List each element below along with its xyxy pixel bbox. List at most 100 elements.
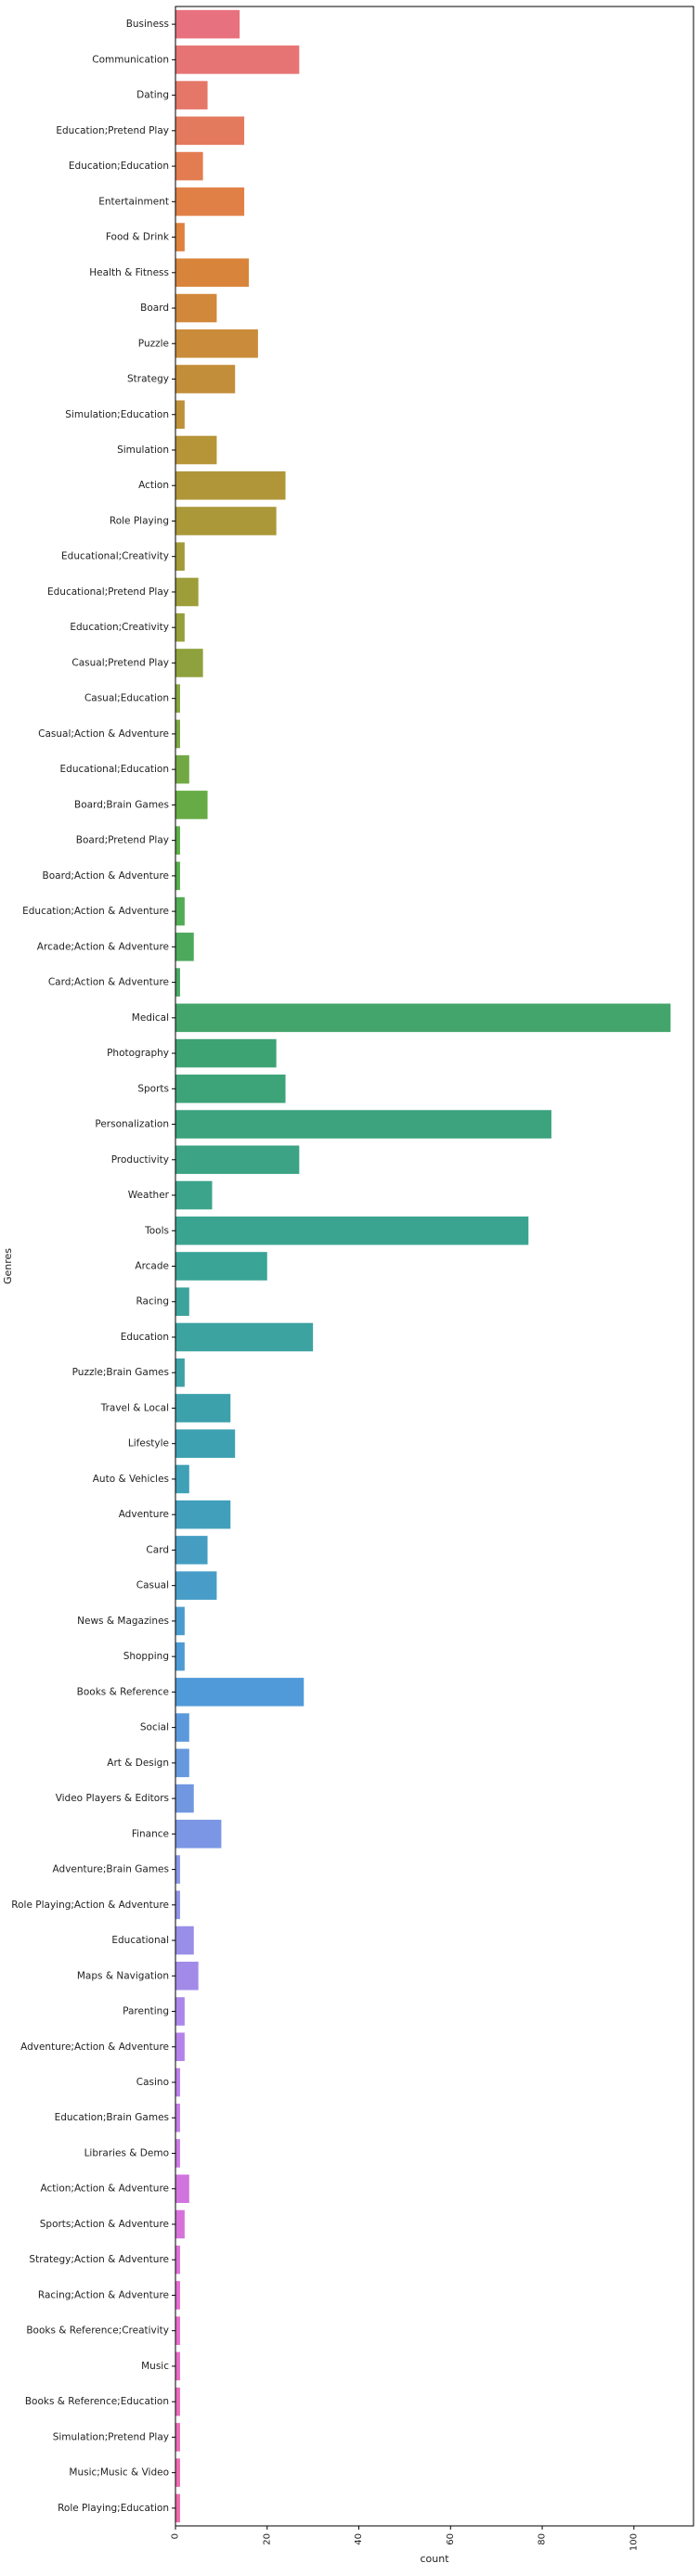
y-tick-label: Educational;Pretend Play bbox=[47, 586, 169, 598]
y-tick-label: Action;Action & Adventure bbox=[41, 2183, 169, 2195]
y-tick-label: Educational;Creativity bbox=[61, 551, 169, 562]
bar-books-reference bbox=[175, 1678, 305, 1707]
y-tick-label: Auto & Vehicles bbox=[93, 1474, 169, 1485]
bar-dating bbox=[175, 81, 208, 109]
y-tick-labels: Business Communication Dating Education;Pre… bbox=[11, 19, 175, 2514]
bar-business bbox=[175, 9, 240, 39]
y-tick-label: Board;Brain Games bbox=[74, 799, 169, 810]
y-tick-label: Board;Pretend Play bbox=[76, 835, 169, 846]
bar-adventure-brain-games bbox=[175, 1855, 180, 1884]
bar-parenting bbox=[175, 1997, 185, 2026]
y-tick-label: Adventure bbox=[119, 1509, 169, 1520]
y-tick-label: Educational bbox=[111, 1935, 169, 1946]
y-tick-label: Puzzle;Brain Games bbox=[72, 1367, 169, 1378]
bar-board-pretend-play bbox=[175, 826, 180, 855]
x-tick-label: 100 bbox=[629, 2533, 639, 2551]
y-tick-label: Role Playing bbox=[110, 515, 169, 526]
x-tick-label: 60 bbox=[446, 2533, 456, 2545]
y-tick-label: Education bbox=[121, 1332, 169, 1343]
y-tick-label: Weather bbox=[128, 1190, 170, 1201]
bar-education bbox=[175, 1322, 314, 1352]
bar-simulation-pretend-play bbox=[175, 2423, 180, 2452]
y-tick-label: Sports bbox=[137, 1083, 169, 1094]
bar-adventure bbox=[175, 1500, 231, 1529]
y-tick-label: Food & Drink bbox=[106, 232, 170, 243]
bar-news-magazines bbox=[175, 1606, 185, 1636]
y-tick-label: Lifestyle bbox=[128, 1438, 169, 1449]
bar-board-action-adventure bbox=[175, 861, 180, 891]
bar-adventure-action-adventure bbox=[175, 2032, 185, 2062]
bar-role-playing-action-adventure bbox=[175, 1890, 180, 1920]
y-tick-label: Education;Pretend Play bbox=[56, 125, 169, 136]
y-tick-label: Role Playing;Education bbox=[58, 2503, 169, 2514]
bar-casual bbox=[175, 1571, 217, 1600]
bar-weather bbox=[175, 1180, 213, 1210]
y-tick-label: Adventure;Action & Adventure bbox=[20, 2041, 169, 2053]
bar-strategy-action-adventure bbox=[175, 2245, 180, 2274]
y-tick-label: Music;Music & Video bbox=[69, 2467, 169, 2479]
y-tick-label: Books & Reference;Creativity bbox=[26, 2325, 169, 2337]
y-tick-label: Finance bbox=[132, 1828, 169, 1839]
bar-education-pretend-play bbox=[175, 116, 245, 146]
bar-art-design bbox=[175, 1748, 189, 1778]
bar-communication bbox=[175, 45, 300, 74]
y-tick-label: Role Playing;Action & Adventure bbox=[11, 1900, 169, 1911]
y-tick-label: Entertainment bbox=[98, 196, 169, 207]
bar-casual-education bbox=[175, 684, 180, 713]
y-tick-label: Card bbox=[146, 1544, 169, 1555]
bar-educational bbox=[175, 1926, 194, 1955]
bar-educational-education bbox=[175, 754, 189, 784]
y-tick-label: Simulation;Education bbox=[65, 409, 169, 420]
y-tick-label: Simulation bbox=[117, 444, 169, 456]
y-tick-label: Art & Design bbox=[107, 1758, 169, 1769]
x-tick-label: 0 bbox=[171, 2533, 181, 2539]
y-tick-label: Libraries & Demo bbox=[84, 2147, 169, 2158]
bar-personalization bbox=[175, 1110, 551, 1139]
y-axis-label: Genres bbox=[2, 1248, 14, 1284]
bar-auto-vehicles bbox=[175, 1464, 189, 1494]
y-tick-label: Dating bbox=[136, 90, 169, 101]
y-tick-label: Puzzle bbox=[138, 338, 169, 349]
y-tick-label: Music bbox=[141, 2361, 169, 2372]
bar-racing-action-adventure bbox=[175, 2281, 180, 2310]
y-tick-label: Casual;Action & Adventure bbox=[38, 728, 169, 740]
y-tick-label: Education;Action & Adventure bbox=[22, 906, 169, 917]
bar-shopping bbox=[175, 1642, 185, 1671]
bar-food-drink bbox=[175, 223, 185, 251]
bar-education-action-adventure bbox=[175, 896, 185, 926]
y-tick-label: Casual;Education bbox=[84, 693, 169, 704]
bar-books-reference-creativity bbox=[175, 2316, 180, 2345]
bar-card-action-adventure bbox=[175, 968, 180, 997]
y-tick-label: Action bbox=[138, 480, 169, 491]
bar-photography bbox=[175, 1038, 277, 1068]
bar-simulation-education bbox=[175, 400, 185, 430]
bar-social bbox=[175, 1713, 189, 1742]
bar-libraries-demo bbox=[175, 2139, 180, 2168]
y-tick-label: Education;Creativity bbox=[70, 622, 169, 633]
bar-educational-creativity bbox=[175, 542, 185, 572]
bar-casual-action-adventure bbox=[175, 719, 180, 749]
y-tick-label: Education;Education bbox=[69, 161, 169, 172]
y-tick-label: Arcade;Action & Adventure bbox=[37, 941, 169, 952]
y-tick-label: Board bbox=[140, 303, 169, 314]
y-tick-label: Maps & Navigation bbox=[77, 1970, 169, 1981]
y-tick-label: Social bbox=[140, 1722, 169, 1733]
bar-education-brain-games bbox=[175, 2103, 180, 2132]
bar-casino bbox=[175, 2067, 180, 2097]
bar-entertainment bbox=[175, 187, 245, 216]
bar-puzzle bbox=[175, 328, 258, 358]
bar-education-education bbox=[175, 151, 203, 181]
y-tick-label: Casual;Pretend Play bbox=[71, 657, 169, 668]
y-tick-label: Simulation;Pretend Play bbox=[53, 2431, 169, 2442]
bar-productivity bbox=[175, 1145, 300, 1175]
bar-maps-navigation bbox=[175, 1961, 199, 1990]
bar-medical bbox=[175, 1003, 671, 1033]
bar-music bbox=[175, 2351, 180, 2381]
y-tick-label: Strategy;Action & Adventure bbox=[29, 2254, 169, 2265]
bar-sports-action-adventure bbox=[175, 2209, 185, 2239]
y-tick-label: Productivity bbox=[111, 1154, 169, 1166]
bar-lifestyle bbox=[175, 1429, 236, 1458]
y-tick-label: Casino bbox=[136, 2077, 169, 2088]
